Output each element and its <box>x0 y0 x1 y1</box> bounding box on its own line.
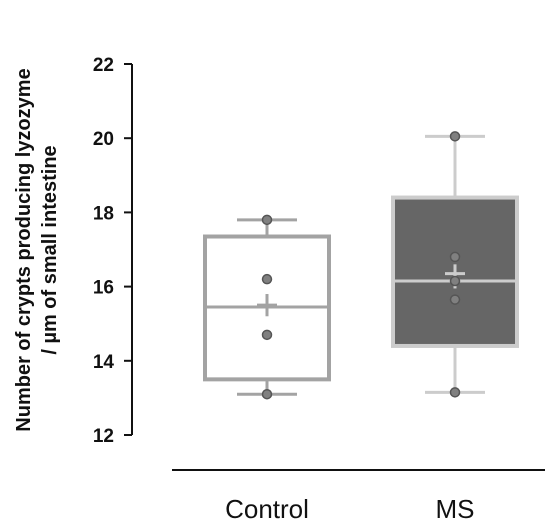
box-group-ms <box>393 132 517 397</box>
boxes <box>205 132 517 399</box>
x-tick-label-ms: MS <box>436 494 475 524</box>
y-tick-label: 12 <box>93 426 114 447</box>
x-tick-label-control: Control <box>225 494 309 524</box>
data-point <box>263 390 272 399</box>
data-point <box>263 330 272 339</box>
data-point <box>451 252 460 261</box>
y-axis-title: Number of crypts producing lyzozyme / µm… <box>13 68 61 431</box>
y-tick-label: 22 <box>93 55 114 76</box>
data-point <box>263 215 272 224</box>
y-axis-title-line1: Number of crypts producing lyzozyme <box>13 68 35 431</box>
x-axis-labels: Control MS <box>225 494 474 524</box>
box-group-control <box>205 215 329 398</box>
data-point <box>451 277 460 286</box>
data-point <box>451 132 460 141</box>
data-point <box>451 388 460 397</box>
y-tick-label: 18 <box>93 203 114 224</box>
y-tick-label: 14 <box>93 352 115 373</box>
y-tick-label: 16 <box>93 278 114 299</box>
data-point <box>263 275 272 284</box>
data-point <box>451 295 460 304</box>
y-tick-label: 20 <box>93 129 114 150</box>
y-axis-title-line2: / µm of small intestine <box>39 145 61 354</box>
